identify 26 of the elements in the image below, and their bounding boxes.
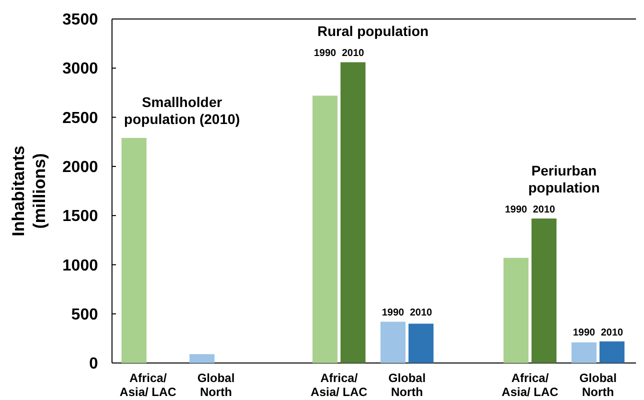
text: 2010	[410, 308, 432, 319]
y-tick-label: 2000	[62, 159, 98, 176]
x-tick-label: Africa/ Asia/ LAC	[120, 371, 177, 399]
x-tick-label: Africa/ Asia/ LAC	[310, 371, 368, 399]
series-label: 1990	[382, 308, 405, 319]
y-tick-label: 2500	[62, 110, 98, 127]
annotation: Smallholder population (2010)	[124, 94, 240, 127]
y-tick-label: 3500	[62, 12, 98, 29]
x-tick-label: Global North	[579, 371, 617, 399]
annotation: Rural population	[317, 23, 429, 40]
annotation: Periurban population	[528, 162, 600, 196]
x-tick-label: Global North	[388, 371, 426, 399]
y-tick-label: 1500	[62, 208, 98, 226]
text: 1990	[504, 204, 528, 216]
series-label: 2010	[342, 48, 365, 60]
y-tick-label: 1000	[62, 257, 98, 274]
text: 2010	[600, 327, 624, 338]
y-tick-label: 0	[89, 356, 98, 373]
text: 1990	[572, 327, 596, 338]
y-axis-title: Inhabitants (millions)	[9, 146, 49, 236]
text: 1990	[314, 48, 336, 60]
y-tick-label: 3000	[62, 60, 98, 78]
x-tick-label: Africa/ Asia/ LAC	[502, 371, 559, 399]
y-tick-label: 500	[71, 306, 98, 324]
x-tick-label: Global North	[197, 371, 235, 399]
text: 2010	[532, 204, 556, 216]
